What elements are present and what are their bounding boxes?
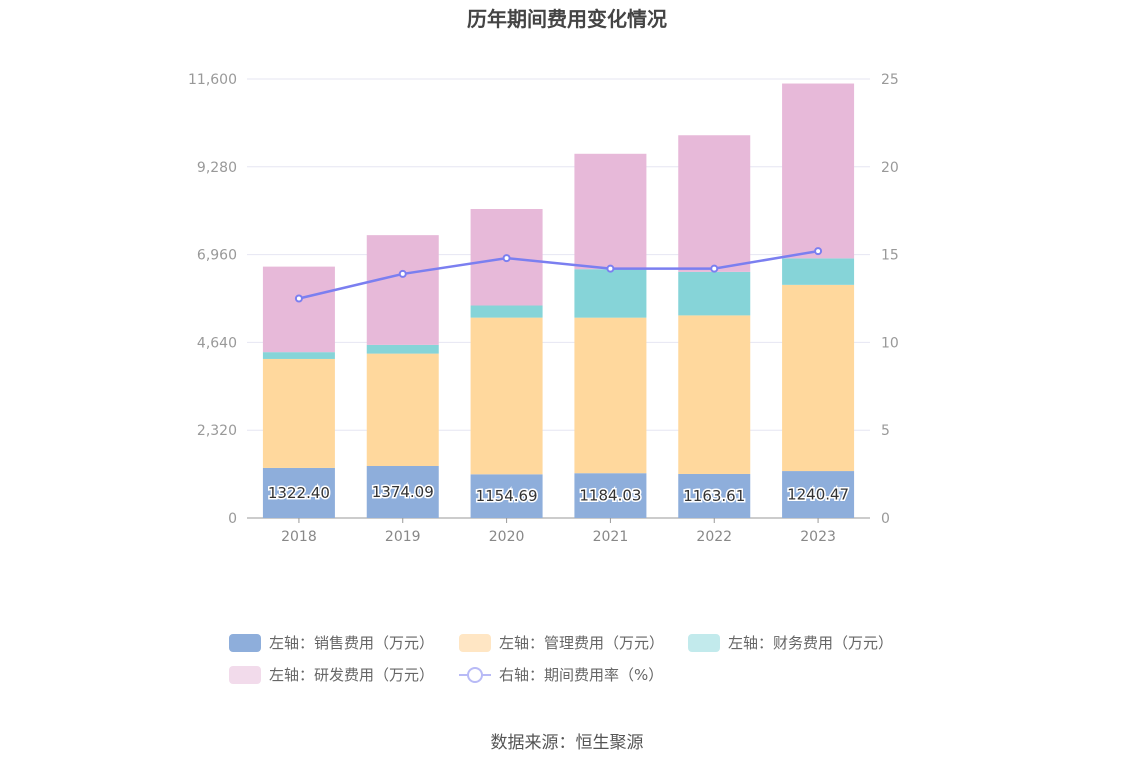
bar-segment-1 <box>262 358 335 468</box>
rate-line-path <box>298 249 819 300</box>
left-tick-label: 11,600 <box>188 72 237 88</box>
bar-segment-3 <box>574 153 647 270</box>
right-tick-label: 10 <box>881 335 899 351</box>
bar-segment-0 <box>262 467 335 518</box>
bar-segment-3 <box>262 266 335 353</box>
data-label: 1163.61 <box>683 487 745 505</box>
x-tick-label: 2020 <box>489 529 525 545</box>
x-tick-label: 2019 <box>385 529 421 545</box>
legend-label: 左轴：财务费用（万元） <box>728 634 893 652</box>
right-axis: 0 5 10 15 20 25 <box>881 72 899 527</box>
left-tick-label: 9,280 <box>197 160 237 176</box>
rate-point <box>710 264 719 273</box>
rate-point <box>398 269 407 278</box>
left-tick-label: 6,960 <box>197 248 237 264</box>
x-tick-label: 2021 <box>593 529 629 545</box>
bar-segment-0 <box>678 473 751 518</box>
source-note: 数据来源：恒生聚源 <box>491 733 644 753</box>
rate-point <box>606 264 615 273</box>
data-labels: 1322.40 1374.09 1154.69 1184.03 1163.61 1240.… <box>266 481 850 506</box>
legend-marker <box>467 667 483 683</box>
bar-segment-0 <box>366 465 439 518</box>
right-tick-label: 25 <box>881 72 899 88</box>
bar-segment-2 <box>470 305 543 318</box>
bar-segment-3 <box>366 235 439 345</box>
bar-segment-2 <box>366 344 439 354</box>
legend-label: 右轴：期间费用率（%） <box>499 666 663 684</box>
left-tick-label: 0 <box>228 511 237 527</box>
legend-swatch <box>688 634 720 652</box>
legend-swatch <box>459 634 491 652</box>
data-label: 1374.09 <box>372 483 434 501</box>
legend-label: 左轴：研发费用（万元） <box>269 666 434 684</box>
data-label: 1184.03 <box>579 487 641 505</box>
legend-swatch <box>229 634 261 652</box>
grid <box>247 78 870 519</box>
bar-segment-0 <box>782 471 855 518</box>
bar-segment-0 <box>574 473 647 518</box>
data-label: 1322.40 <box>268 484 330 502</box>
legend-label: 左轴：管理费用（万元） <box>499 634 664 652</box>
right-tick-label: 20 <box>881 160 899 176</box>
data-label: 1154.69 <box>476 487 538 505</box>
legend: 左轴：销售费用（万元） 左轴：管理费用（万元） 左轴：财务费用（万元） 左轴：研发费用… <box>229 634 893 684</box>
bar-segment-3 <box>678 135 751 272</box>
x-axis: 2018 2019 2020 2021 2022 2023 <box>281 518 836 545</box>
bar-segment-2 <box>782 258 855 285</box>
bar-segment-1 <box>366 353 439 466</box>
legend-label: 左轴：销售费用（万元） <box>269 634 434 652</box>
rate-point <box>814 247 823 256</box>
bars <box>262 83 855 518</box>
left-tick-label: 2,320 <box>197 423 237 439</box>
x-tick-label: 2018 <box>281 529 317 545</box>
left-tick-label: 4,640 <box>197 335 237 351</box>
rate-point <box>294 294 303 303</box>
bar-segment-3 <box>782 83 855 259</box>
right-tick-label: 0 <box>881 511 890 527</box>
rate-point <box>502 254 511 263</box>
bar-segment-2 <box>262 352 335 359</box>
bar-segment-2 <box>678 271 751 316</box>
left-axis: 0 2,320 4,640 6,960 9,280 11,600 <box>188 72 237 527</box>
data-label: 1240.47 <box>787 486 849 504</box>
bar-segment-2 <box>574 269 647 318</box>
chart-title: 历年期间费用变化情况 <box>467 7 667 31</box>
rate-line <box>294 247 823 303</box>
legend-swatch <box>229 666 261 684</box>
x-tick-label: 2022 <box>696 529 732 545</box>
right-tick-label: 5 <box>881 423 890 439</box>
x-tick-label: 2023 <box>800 529 836 545</box>
bar-segment-1 <box>782 284 855 472</box>
bar-segment-1 <box>678 315 751 474</box>
bar-segment-1 <box>574 317 647 474</box>
bar-segment-0 <box>470 474 543 518</box>
right-tick-label: 15 <box>881 248 899 264</box>
bar-segment-1 <box>470 317 543 475</box>
